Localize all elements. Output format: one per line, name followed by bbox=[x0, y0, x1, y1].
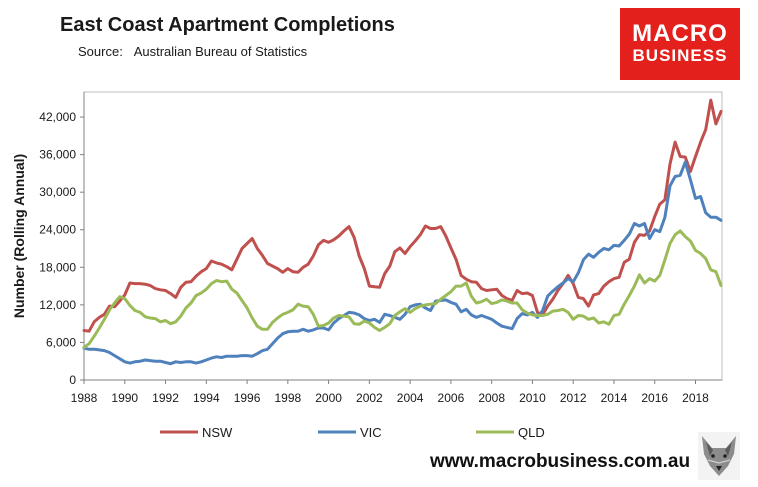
x-tick-label: 2004 bbox=[397, 391, 424, 405]
legend-label-nsw: NSW bbox=[202, 425, 233, 440]
series-line-qld bbox=[82, 229, 723, 349]
x-tick-label: 1990 bbox=[111, 391, 138, 405]
legend-label-vic: VIC bbox=[360, 425, 382, 440]
x-tick-label: 2002 bbox=[356, 391, 383, 405]
x-tick-label: 1992 bbox=[152, 391, 179, 405]
x-tick-label: 2006 bbox=[438, 391, 465, 405]
x-tick-label: 1988 bbox=[71, 391, 98, 405]
logo-line-1: MACRO bbox=[632, 20, 728, 47]
y-tick-label: 6,000 bbox=[46, 335, 76, 349]
macrobusiness-logo: MACRO BUSINESS bbox=[620, 8, 740, 80]
website-url[interactable]: www.macrobusiness.com.au bbox=[430, 451, 691, 472]
x-tick-label: 1994 bbox=[193, 391, 220, 405]
y-tick-label: 18,000 bbox=[39, 260, 76, 274]
axes: 0 6,000 12,000 18,000 24,000 30,000 36,000 42,0… bbox=[39, 92, 722, 405]
logo-line-2: BUSINESS bbox=[632, 46, 728, 65]
y-tick-label: 42,000 bbox=[39, 110, 76, 124]
legend-label-qld: QLD bbox=[518, 425, 545, 440]
source-value: Australian Bureau of Statistics bbox=[133, 44, 308, 59]
source-label: Source: bbox=[78, 44, 123, 59]
y-tick-label: 12,000 bbox=[39, 298, 76, 312]
x-tick-label: 2010 bbox=[519, 391, 546, 405]
x-tick-label: 2016 bbox=[641, 391, 668, 405]
y-tick-label: 30,000 bbox=[39, 185, 76, 199]
x-tick-label: 1996 bbox=[234, 391, 261, 405]
y-tick-label: 24,000 bbox=[39, 223, 76, 237]
y-tick-label: 36,000 bbox=[39, 148, 76, 162]
y-tick-label: 0 bbox=[69, 373, 76, 387]
series-line-nsw bbox=[82, 98, 723, 333]
x-tick-label: 2000 bbox=[315, 391, 342, 405]
series-line-vic bbox=[82, 160, 723, 366]
legend: NSW VIC QLD bbox=[160, 425, 545, 440]
source-line: Source: Australian Bureau of Statistics bbox=[78, 44, 307, 59]
x-tick-label: 2018 bbox=[682, 391, 709, 405]
x-tick-label: 2012 bbox=[560, 391, 587, 405]
x-tick-label: 2008 bbox=[478, 391, 505, 405]
y-axis-label: Number (Rolling Annual) bbox=[11, 154, 27, 318]
series-group bbox=[82, 98, 723, 366]
chart-title: East Coast Apartment Completions bbox=[60, 14, 395, 36]
wolf-logo-icon bbox=[698, 432, 740, 480]
x-tick-label: 2014 bbox=[601, 391, 628, 405]
x-tick-label: 1998 bbox=[274, 391, 301, 405]
